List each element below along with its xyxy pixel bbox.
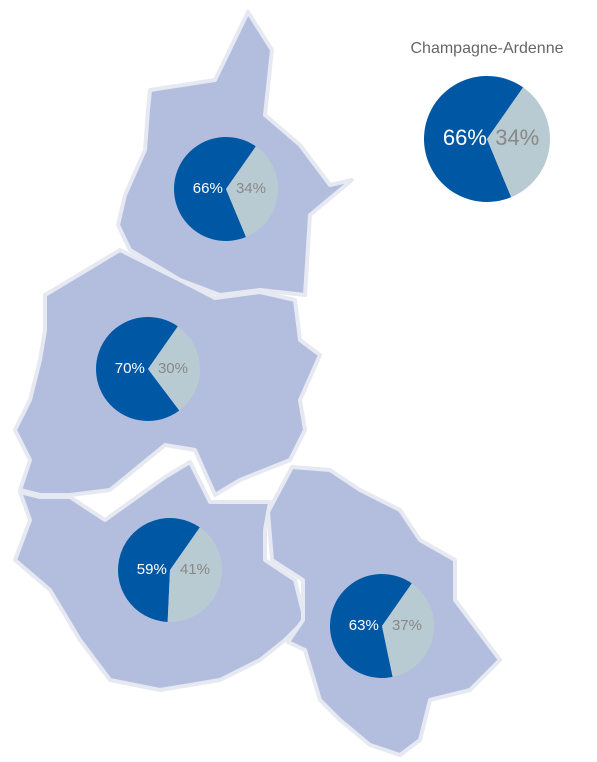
- value-label: 59%: [137, 561, 167, 578]
- value-label: 37%: [392, 617, 422, 634]
- pie-slice: [148, 326, 201, 411]
- pie-slice: [382, 583, 435, 677]
- pie-slice: [167, 527, 222, 622]
- map-title: Champagne-Ardenne: [411, 40, 564, 57]
- pie-slice: [424, 75, 524, 202]
- value-label: 66%: [193, 180, 223, 197]
- value-label: 34%: [495, 125, 539, 150]
- pie-slice: [117, 518, 200, 622]
- pie-slice: [226, 146, 279, 238]
- value-label: 30%: [158, 360, 188, 377]
- value-label: 66%: [443, 125, 487, 150]
- pie-slice: [487, 87, 551, 198]
- pie-slice: [330, 574, 412, 678]
- value-label: 70%: [115, 360, 145, 377]
- pie-slice: [174, 137, 256, 241]
- value-label: 41%: [180, 561, 210, 578]
- pie-slice: [96, 316, 180, 421]
- value-label: 34%: [236, 180, 266, 197]
- value-label: 63%: [349, 617, 379, 634]
